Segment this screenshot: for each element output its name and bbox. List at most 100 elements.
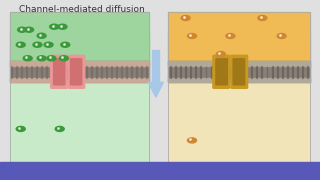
Bar bbox=[31, 66, 32, 78]
Bar bbox=[175, 66, 176, 78]
FancyBboxPatch shape bbox=[54, 59, 65, 85]
Bar bbox=[170, 66, 171, 78]
Bar bbox=[41, 66, 42, 78]
Bar bbox=[111, 66, 112, 78]
Circle shape bbox=[188, 138, 196, 143]
Bar bbox=[10, 61, 149, 82]
Bar bbox=[51, 66, 52, 78]
Bar bbox=[146, 66, 147, 78]
Bar bbox=[168, 61, 310, 82]
Circle shape bbox=[181, 15, 190, 21]
Bar bbox=[282, 66, 283, 78]
Bar bbox=[231, 66, 232, 78]
FancyBboxPatch shape bbox=[231, 55, 248, 88]
FancyBboxPatch shape bbox=[233, 59, 244, 85]
Bar bbox=[126, 66, 127, 78]
Circle shape bbox=[188, 33, 196, 39]
Bar bbox=[36, 66, 37, 78]
Bar bbox=[46, 66, 47, 78]
Bar bbox=[226, 66, 227, 78]
Circle shape bbox=[44, 42, 53, 47]
Bar bbox=[26, 66, 27, 78]
Bar bbox=[86, 66, 87, 78]
FancyBboxPatch shape bbox=[70, 59, 82, 85]
Circle shape bbox=[55, 126, 64, 131]
Circle shape bbox=[258, 15, 267, 21]
Circle shape bbox=[18, 27, 27, 32]
Bar bbox=[168, 61, 310, 66]
Bar bbox=[116, 66, 117, 78]
Bar bbox=[152, 50, 159, 82]
Bar bbox=[81, 66, 82, 78]
Bar bbox=[221, 66, 222, 78]
Circle shape bbox=[37, 33, 46, 38]
Circle shape bbox=[277, 33, 286, 39]
Bar bbox=[256, 66, 257, 78]
Circle shape bbox=[33, 42, 42, 47]
Bar bbox=[10, 33, 149, 61]
Bar bbox=[185, 66, 186, 78]
Text: Channel-mediated diffusion: Channel-mediated diffusion bbox=[19, 4, 145, 14]
Bar bbox=[236, 66, 237, 78]
Bar bbox=[16, 66, 17, 78]
Circle shape bbox=[60, 56, 68, 61]
FancyBboxPatch shape bbox=[51, 55, 67, 88]
Circle shape bbox=[23, 56, 32, 61]
Bar bbox=[261, 66, 262, 78]
Bar bbox=[272, 66, 273, 78]
Bar bbox=[91, 66, 92, 78]
Bar bbox=[292, 66, 293, 78]
Bar bbox=[76, 66, 77, 78]
Circle shape bbox=[61, 42, 70, 47]
Bar bbox=[66, 66, 67, 78]
Bar bbox=[10, 61, 149, 66]
Bar bbox=[277, 66, 278, 78]
Bar bbox=[205, 66, 206, 78]
Circle shape bbox=[37, 56, 46, 61]
Circle shape bbox=[50, 24, 59, 29]
Bar bbox=[0, 162, 320, 180]
Bar bbox=[168, 82, 310, 162]
Bar bbox=[121, 66, 122, 78]
Bar bbox=[211, 66, 212, 78]
Bar bbox=[10, 12, 149, 162]
Bar bbox=[10, 78, 149, 82]
Bar bbox=[190, 66, 191, 78]
FancyBboxPatch shape bbox=[68, 55, 85, 88]
FancyBboxPatch shape bbox=[213, 55, 229, 88]
Bar bbox=[10, 12, 149, 61]
Bar bbox=[297, 66, 298, 78]
Bar bbox=[246, 66, 247, 78]
Bar bbox=[96, 66, 97, 78]
Polygon shape bbox=[148, 82, 164, 97]
Bar bbox=[56, 66, 57, 78]
Bar bbox=[71, 66, 72, 78]
Circle shape bbox=[47, 56, 56, 61]
Bar bbox=[136, 66, 137, 78]
Bar bbox=[267, 66, 268, 78]
Circle shape bbox=[16, 42, 25, 47]
Bar bbox=[251, 66, 252, 78]
Bar bbox=[106, 66, 107, 78]
Text: during a process known as carrier-mediated diffusion.: during a process known as carrier-mediat… bbox=[5, 168, 195, 174]
FancyBboxPatch shape bbox=[216, 59, 228, 85]
Bar bbox=[302, 66, 303, 78]
Bar bbox=[180, 66, 181, 78]
Bar bbox=[307, 66, 308, 78]
Bar bbox=[216, 66, 217, 78]
Circle shape bbox=[16, 126, 25, 131]
Circle shape bbox=[58, 24, 67, 29]
Bar bbox=[141, 66, 142, 78]
Circle shape bbox=[226, 33, 235, 39]
Bar bbox=[61, 66, 62, 78]
Bar bbox=[168, 78, 310, 82]
Bar bbox=[195, 66, 196, 78]
Bar bbox=[168, 33, 310, 61]
Bar bbox=[131, 66, 132, 78]
Bar bbox=[168, 12, 310, 61]
Bar bbox=[241, 66, 242, 78]
Circle shape bbox=[25, 27, 34, 32]
Circle shape bbox=[216, 51, 225, 57]
Bar bbox=[200, 66, 201, 78]
Bar bbox=[287, 66, 288, 78]
